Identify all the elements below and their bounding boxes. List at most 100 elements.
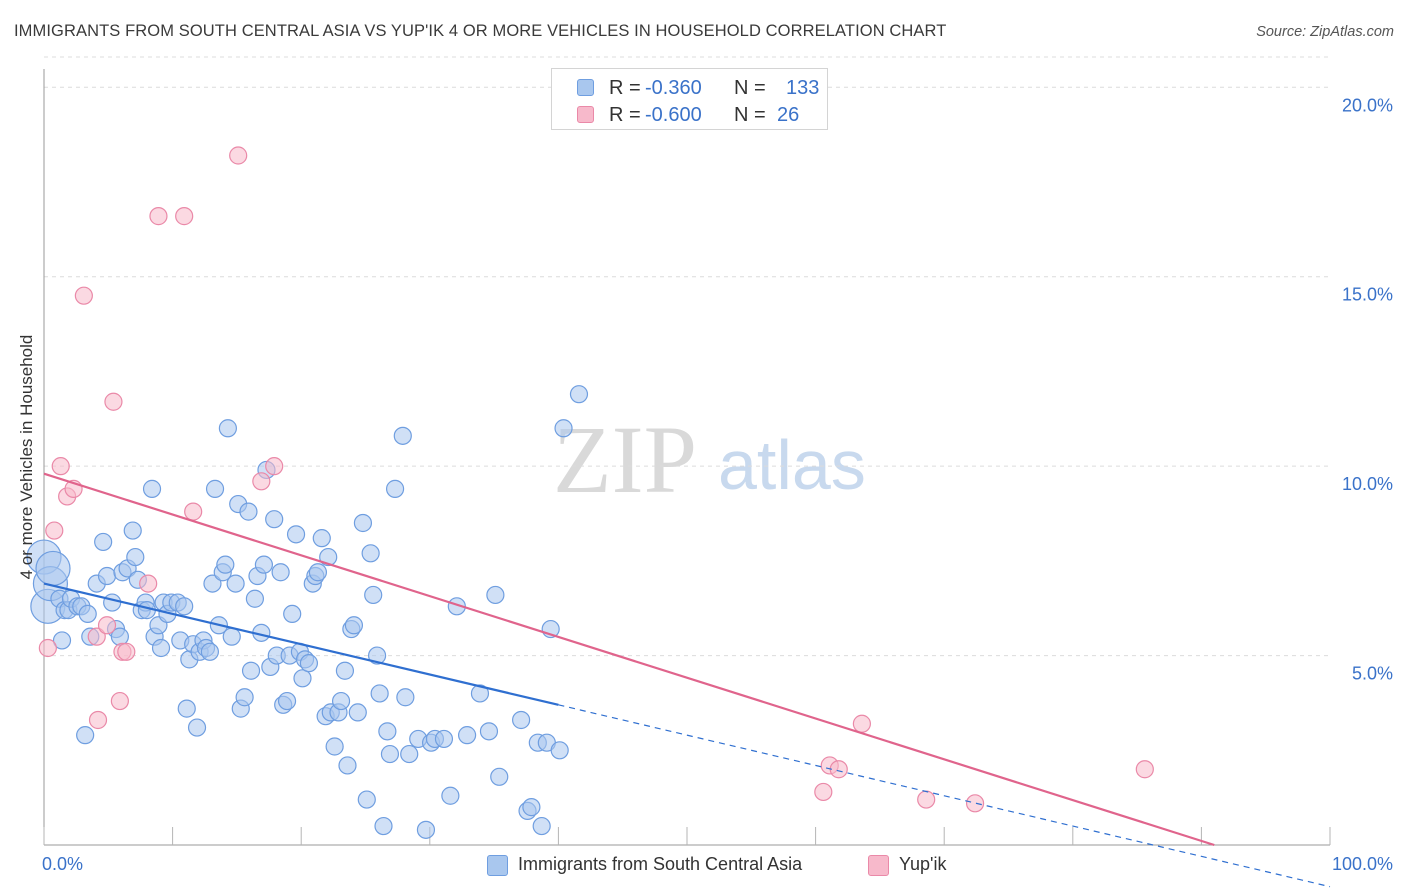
bottom-legend-yupik: Yup'ik	[868, 853, 968, 877]
axes	[43, 69, 1331, 846]
bottom-legend-label: Immigrants from South Central Asia	[518, 854, 803, 874]
x-tick-labels: 0.0% 100.0%	[42, 854, 1393, 874]
data-point	[175, 207, 194, 226]
data-point	[512, 710, 531, 730]
data-point	[367, 646, 387, 665]
data-point	[852, 714, 871, 733]
data-point	[123, 521, 142, 540]
data-point	[78, 604, 97, 624]
trend-line-south-central-asia-extension	[558, 704, 1331, 888]
data-point	[205, 479, 225, 498]
y-tick-label: 20.0%	[1342, 95, 1393, 115]
data-point	[35, 550, 71, 587]
data-point	[142, 479, 162, 498]
bottom-legend-swatch-pink	[868, 855, 889, 876]
chart-title: IMMIGRANTS FROM SOUTH CENTRAL ASIA VS YU…	[14, 22, 947, 40]
legend-n-value: 26	[777, 104, 800, 126]
data-point	[187, 718, 207, 737]
data-point	[532, 816, 551, 836]
data-point	[569, 385, 589, 404]
data-point	[104, 392, 123, 411]
data-point	[52, 631, 72, 650]
data-point	[103, 593, 122, 612]
data-point	[265, 457, 284, 476]
data-point	[361, 544, 380, 563]
data-point	[522, 798, 541, 817]
data-point	[965, 794, 985, 813]
data-point	[416, 820, 436, 839]
data-point	[338, 756, 357, 775]
data-point	[177, 699, 196, 718]
data-point	[51, 457, 70, 476]
data-point	[277, 691, 297, 711]
data-point	[229, 146, 248, 165]
data-point	[331, 691, 351, 711]
data-point	[490, 767, 509, 786]
legend-swatch-blue	[577, 79, 594, 96]
data-point	[335, 661, 355, 680]
data-point	[470, 684, 490, 703]
watermark-atlas: atlas	[718, 426, 866, 504]
data-point	[400, 744, 419, 764]
data-point	[151, 638, 171, 658]
data-point	[235, 688, 254, 707]
legend-row-yupik: R = -0.600 N = 26	[552, 102, 827, 128]
data-point	[829, 760, 848, 779]
legend-r-label: R =	[609, 77, 641, 99]
data-point	[218, 419, 237, 438]
legend-r-value: -0.600	[645, 104, 702, 126]
trend-line-yupik	[43, 472, 1215, 847]
stats-legend: R = -0.360 N = 133 R = -0.600 N = 26	[551, 68, 828, 130]
data-point	[312, 529, 331, 548]
data-point	[283, 604, 302, 624]
data-point	[550, 741, 569, 760]
data-point	[203, 574, 222, 593]
data-point	[293, 669, 312, 688]
data-point	[299, 654, 319, 673]
y-tick-label: 10.0%	[1342, 474, 1393, 494]
data-point	[344, 616, 364, 635]
data-point	[364, 585, 383, 605]
legend-n-label: N =	[734, 77, 766, 99]
y-tick-labels: 5.0% 10.0% 15.0% 20.0%	[1342, 95, 1393, 683]
data-point	[241, 661, 261, 680]
data-point	[175, 597, 194, 616]
legend-row-south-central-asia: R = -0.360 N = 133	[552, 75, 827, 101]
legend-r-label: R =	[609, 104, 641, 126]
trend-line-south-central-asia	[43, 582, 559, 706]
data-point	[319, 547, 338, 567]
legend-r-value: -0.360	[645, 77, 702, 99]
x-tick-label: 100.0%	[1332, 854, 1393, 874]
data-point	[126, 547, 145, 567]
data-point	[74, 286, 93, 305]
data-point	[200, 642, 219, 661]
data-point	[216, 555, 235, 574]
data-point	[357, 790, 376, 809]
data-point	[348, 703, 367, 722]
data-point	[149, 207, 168, 226]
data-point	[252, 472, 271, 491]
data-point	[396, 688, 415, 707]
data-point	[222, 627, 241, 646]
legend-n-label: N =	[734, 104, 766, 126]
data-point	[486, 585, 505, 605]
bottom-legend-label: Yup'ik	[899, 854, 947, 874]
data-point	[226, 574, 245, 593]
bottom-legend-south-central-asia: Immigrants from South Central Asia	[487, 853, 847, 877]
trend-lines	[43, 472, 1331, 888]
data-point	[308, 563, 328, 582]
y-axis-label: 4 or more Vehicles in Household	[17, 334, 36, 580]
data-point	[94, 532, 113, 552]
data-point	[239, 502, 258, 521]
data-point	[374, 816, 393, 836]
data-point	[88, 710, 108, 730]
data-point	[245, 589, 265, 608]
data-point	[254, 555, 274, 574]
legend-swatch-pink	[577, 106, 594, 123]
data-point	[97, 616, 117, 635]
data-point	[370, 684, 389, 703]
data-point	[457, 726, 477, 745]
data-point	[353, 513, 373, 533]
bottom-legend-swatch-blue	[487, 855, 508, 876]
